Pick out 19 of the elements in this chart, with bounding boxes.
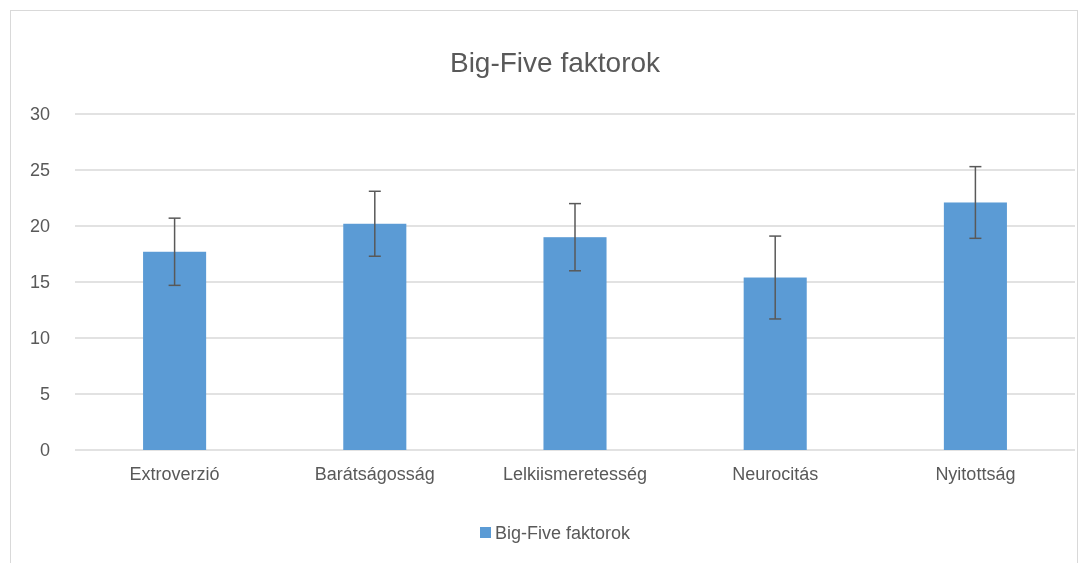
y-tick-label: 5 [39, 384, 50, 405]
y-tick-label: 25 [29, 160, 50, 181]
x-tick-label: Lelkiismeretesség [502, 464, 648, 484]
bar [743, 277, 807, 450]
x-tick-label: Neurocitás [732, 464, 819, 484]
legend-label: Big-Five faktorok [495, 523, 632, 544]
y-tick-label: 20 [29, 216, 50, 237]
y-tick-label: 30 [29, 104, 50, 125]
y-tick-label: 15 [29, 272, 50, 293]
bar [543, 237, 607, 450]
bar [343, 223, 407, 450]
chart-title: Big-Five faktorok [449, 47, 662, 78]
y-tick-label: 10 [29, 328, 50, 349]
y-tick-label: 0 [39, 440, 50, 461]
x-tick-label: Barátságosság [314, 464, 435, 484]
x-tick-label: Nyitottság [935, 464, 1016, 484]
bar [943, 202, 1007, 450]
x-tick-label: Extroverzió [129, 464, 220, 484]
bar [143, 251, 207, 450]
